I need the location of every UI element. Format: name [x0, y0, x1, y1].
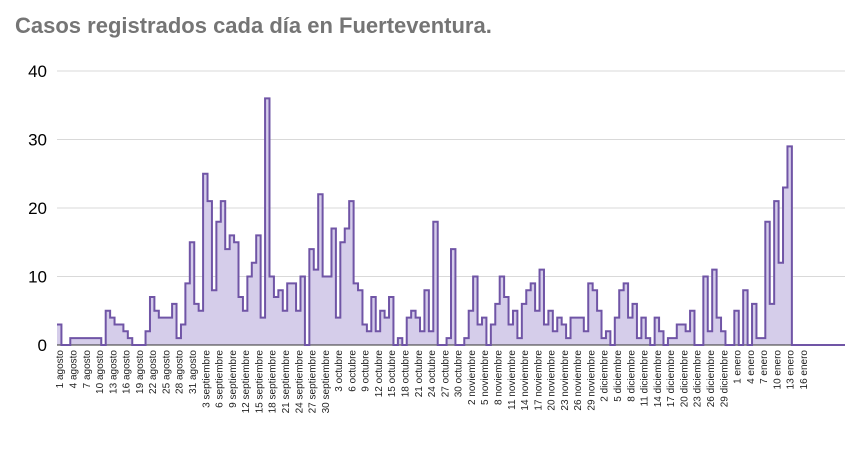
x-tick-label: 24 septiembre: [294, 350, 305, 414]
x-tick-label: 14 diciembre: [653, 350, 664, 408]
x-tick-label: 18 octubre: [401, 350, 412, 398]
x-tick-label: 19 agosto: [135, 350, 146, 394]
x-tick-label: 23 diciembre: [693, 350, 704, 408]
y-tick-label: 40: [28, 62, 47, 81]
x-tick-label: 16 agosto: [122, 350, 133, 394]
x-tick-label: 1 agosto: [55, 350, 66, 389]
x-tick-label: 4 agosto: [68, 350, 79, 389]
x-tick-label: 10 enero: [772, 350, 783, 390]
x-tick-label: 26 noviembre: [573, 350, 584, 411]
x-tick-label: 17 noviembre: [533, 350, 544, 411]
x-tick-label: 23 noviembre: [560, 350, 571, 411]
cases-area-fill: [57, 98, 845, 346]
x-tick-label: 11 diciembre: [640, 350, 651, 407]
x-tick-label: 30 octubre: [454, 350, 465, 398]
x-tick-label: 3 septiembre: [201, 350, 212, 408]
x-tick-label: 7 enero: [759, 350, 770, 384]
x-tick-label: 21 septiembre: [281, 350, 292, 414]
x-tick-label: 2 diciembre: [600, 350, 611, 402]
y-tick-label: 20: [28, 199, 47, 218]
x-tick-label: 11 noviembre: [507, 350, 518, 410]
x-tick-label: 2 noviembre: [467, 350, 478, 405]
x-tick-label: 20 diciembre: [679, 350, 690, 408]
x-tick-label: 27 octubre: [440, 350, 451, 398]
x-tick-label: 8 diciembre: [626, 350, 637, 402]
gridlines: [57, 70, 845, 277]
x-tick-label: 5 diciembre: [613, 350, 624, 402]
x-tick-label: 22 agosto: [148, 350, 159, 394]
x-tick-label: 1 enero: [733, 350, 744, 384]
x-tick-label: 18 septiembre: [268, 350, 279, 414]
x-tick-label: 9 octubre: [361, 350, 372, 392]
x-tick-label: 8 noviembre: [493, 350, 504, 405]
x-tick-label: 26 diciembre: [706, 350, 717, 408]
x-tick-label: 6 octubre: [347, 350, 358, 392]
x-tick-label: 6 septiembre: [215, 350, 226, 408]
x-tick-label: 15 septiembre: [254, 350, 265, 414]
x-tick-label: 27 septiembre: [308, 350, 319, 414]
x-tick-label: 13 agosto: [108, 350, 119, 394]
x-tick-label: 31 agosto: [188, 350, 199, 394]
x-tick-label: 9 septiembre: [228, 350, 239, 408]
x-tick-label: 5 noviembre: [480, 350, 491, 405]
x-tick-label: 14 noviembre: [520, 350, 531, 411]
x-tick-label: 16 enero: [799, 350, 810, 390]
x-tick-label: 30 septiembre: [321, 350, 332, 414]
x-tick-label: 4 enero: [746, 350, 757, 384]
y-axis-ticks: 0 10 20 30 40: [28, 62, 47, 355]
x-tick-label: 25 agosto: [161, 350, 172, 394]
x-tick-label: 10 agosto: [95, 350, 106, 394]
x-tick-label: 29 diciembre: [719, 350, 730, 408]
chart-title: Casos registrados cada día en Fuertevent…: [15, 13, 492, 38]
y-tick-label: 0: [38, 336, 47, 355]
y-tick-label: 10: [28, 268, 47, 287]
x-tick-label: 12 octubre: [374, 350, 385, 398]
x-axis-ticks: 1 agosto 4 agosto 7 agosto 10 agosto 13 agos…: [55, 350, 810, 414]
x-tick-label: 15 octubre: [387, 350, 398, 398]
x-tick-label: 13 enero: [786, 350, 797, 390]
x-tick-label: 28 agosto: [175, 350, 186, 394]
x-tick-label: 24 octubre: [427, 350, 438, 398]
cases-series-line: [57, 97, 845, 346]
x-tick-label: 21 octubre: [414, 350, 425, 398]
x-tick-label: 17 diciembre: [666, 350, 677, 408]
x-tick-label: 20 noviembre: [547, 350, 558, 411]
x-tick-label: 12 septiembre: [241, 350, 252, 414]
x-tick-label: 3 octubre: [334, 350, 345, 392]
x-tick-label: 29 noviembre: [586, 350, 597, 411]
x-tick-label: 7 agosto: [82, 350, 93, 389]
y-tick-label: 30: [28, 131, 47, 150]
